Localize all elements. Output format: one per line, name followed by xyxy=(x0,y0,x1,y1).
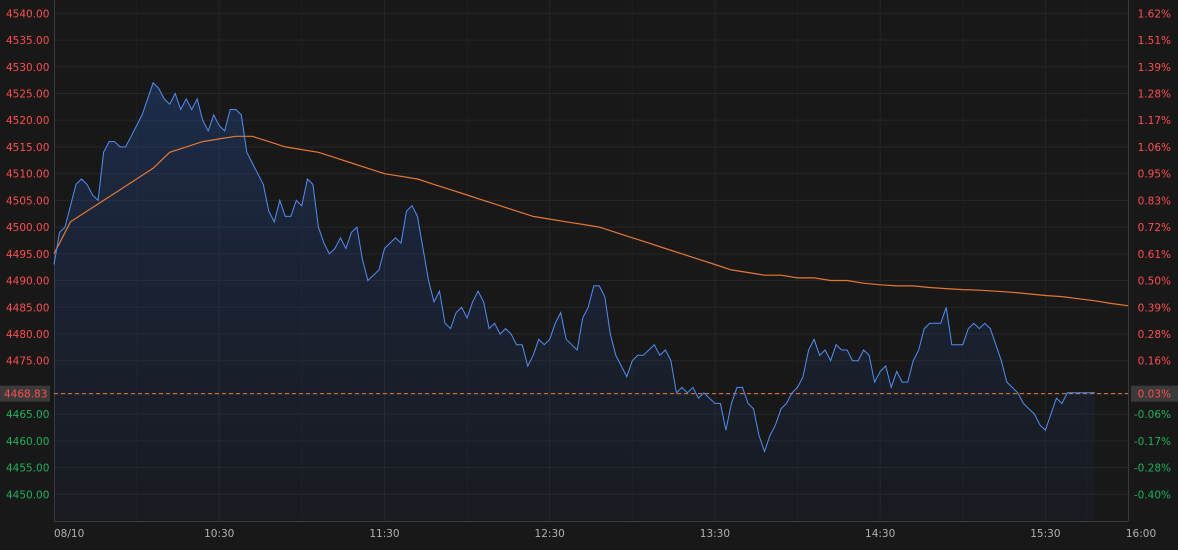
percent-tick-label: 0.28% xyxy=(1138,329,1171,341)
price-line xyxy=(53,81,1095,454)
reference-pct-badge-right xyxy=(1131,385,1178,402)
percent-tick-label: 1.51% xyxy=(1138,35,1171,47)
percent-tick-label: 0.39% xyxy=(1138,302,1171,314)
price-tick-label: 4510.00 xyxy=(6,169,49,181)
percent-tick-label: 0.50% xyxy=(1138,276,1171,288)
price-tick-label: 4505.00 xyxy=(6,195,49,207)
price-tick-label: 4455.00 xyxy=(6,463,49,475)
price-area xyxy=(54,82,1095,522)
percent-tick-label: -0.40% xyxy=(1134,489,1171,501)
percent-tick-label: -0.28% xyxy=(1134,463,1171,475)
price-tick-label: 4465.00 xyxy=(6,409,49,421)
time-tick-label: 12:30 xyxy=(535,528,565,540)
reference-price-label: 4468.83 xyxy=(4,389,47,401)
percent-tick-label: -0.06% xyxy=(1134,409,1171,421)
time-tick-label: 08/10 xyxy=(54,528,84,540)
percent-tick-label: 0.61% xyxy=(1138,249,1171,261)
time-tick-label: 16:00 xyxy=(1126,528,1156,540)
percent-tick-label: 0.16% xyxy=(1138,356,1171,368)
price-tick-label: 4535.00 xyxy=(6,35,49,47)
percent-tick-label: 1.28% xyxy=(1138,89,1171,101)
percent-tick-label: 0.83% xyxy=(1138,195,1171,207)
price-tick-label: 4525.00 xyxy=(6,89,49,101)
average-price-line xyxy=(53,135,1129,307)
time-tick-label: 14:30 xyxy=(865,528,895,540)
percent-tick-label: 0.72% xyxy=(1138,222,1171,234)
price-tick-label: 4480.00 xyxy=(6,329,49,341)
price-tick-label: 4485.00 xyxy=(6,302,49,314)
time-tick-label: 15:30 xyxy=(1030,528,1060,540)
reference-price-badge-left xyxy=(0,385,50,402)
price-tick-label: 4530.00 xyxy=(6,62,49,74)
price-tick-label: 4475.00 xyxy=(6,356,49,368)
price-tick-label: 4490.00 xyxy=(6,276,49,288)
reference-pct-label: 0.03% xyxy=(1138,389,1171,401)
percent-axis-right: 1.62% 1.51% 1.39% 1.28% 1.17% 1.06% 0.95% 0.83%… xyxy=(1134,8,1171,501)
percent-tick-label: -0.17% xyxy=(1134,436,1171,448)
time-tick-label: 11:30 xyxy=(369,528,399,540)
price-tick-label: 4450.00 xyxy=(6,489,49,501)
reference-price-badge: 4468.83 0.03% xyxy=(0,385,1178,402)
percent-tick-label: 1.62% xyxy=(1138,8,1171,20)
percent-tick-label: 1.06% xyxy=(1138,142,1171,154)
percent-tick-label: 1.39% xyxy=(1138,62,1171,74)
time-axis: 08/10 10:30 11:30 12:30 13:30 14:30 15:30 16:00 xyxy=(54,528,1156,540)
price-tick-label: 4540.00 xyxy=(6,8,49,20)
percent-tick-label: 1.17% xyxy=(1138,115,1171,127)
price-tick-label: 4500.00 xyxy=(6,222,49,234)
time-tick-label: 13:30 xyxy=(700,528,730,540)
price-axis-left: 4540.00 4535.00 4530.00 4525.00 4520.00 4515.… xyxy=(6,8,49,501)
price-tick-label: 4520.00 xyxy=(6,115,49,127)
price-tick-label: 4460.00 xyxy=(6,436,49,448)
time-tick-label: 10:30 xyxy=(204,528,234,540)
percent-tick-label: 0.95% xyxy=(1138,169,1171,181)
price-tick-label: 4495.00 xyxy=(6,249,49,261)
price-tick-label: 4515.00 xyxy=(6,142,49,154)
